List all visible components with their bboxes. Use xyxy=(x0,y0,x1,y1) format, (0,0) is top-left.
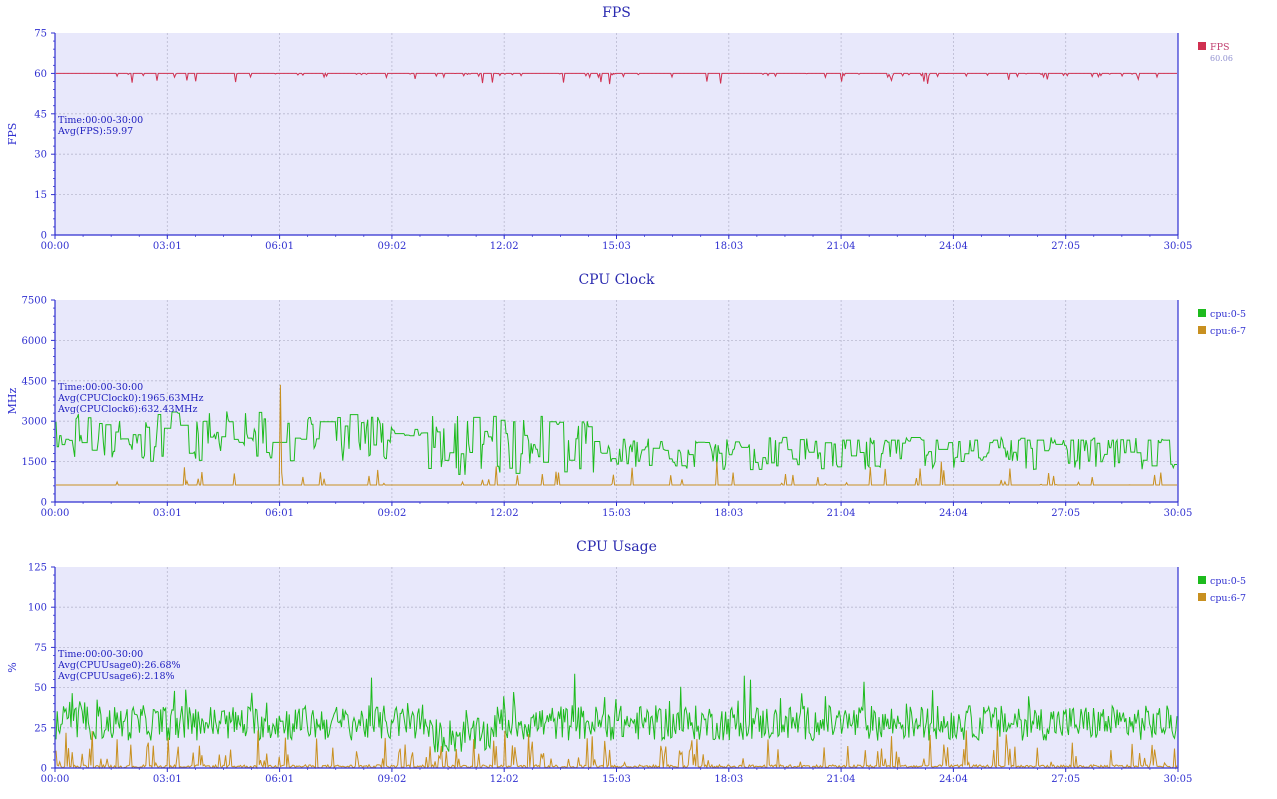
legend-label: cpu:6-7 xyxy=(1210,326,1246,337)
x-tick-label: 30:05 xyxy=(1164,241,1193,252)
legend-label: cpu:0-5 xyxy=(1210,309,1246,320)
x-tick-label: 03:01 xyxy=(153,241,182,252)
x-tick-label: 06:01 xyxy=(265,241,294,252)
x-tick-label: 15:03 xyxy=(602,774,631,785)
chart-title: CPU Usage xyxy=(576,539,657,555)
legend-swatch xyxy=(1198,309,1206,317)
legend-swatch xyxy=(1198,576,1206,584)
legend-label: cpu:0-5 xyxy=(1210,576,1246,587)
x-tick-label: 15:03 xyxy=(602,241,631,252)
chart-panel-1: CPU Clock 0 1500 3000 4500 6000 7500 00:00 03:01… xyxy=(6,272,1246,519)
x-tick-label: 27:05 xyxy=(1051,774,1080,785)
x-tick-label: 09:02 xyxy=(377,508,406,519)
y-axis-label: FPS xyxy=(6,123,19,146)
x-tick-label: 18:03 xyxy=(714,774,743,785)
x-tick-label: 15:03 xyxy=(602,508,631,519)
x-tick-label: 12:02 xyxy=(490,774,519,785)
x-tick-label: 24:04 xyxy=(939,774,968,785)
x-tick-label: 21:04 xyxy=(827,774,856,785)
stats-annotation: Avg(FPS):59.97 xyxy=(57,126,133,137)
x-tick-label: 00:00 xyxy=(41,508,70,519)
x-tick-label: 03:01 xyxy=(153,774,182,785)
y-tick-label: 60 xyxy=(34,69,47,80)
y-tick-label: 0 xyxy=(41,498,47,509)
y-tick-label: 75 xyxy=(34,643,47,654)
y-tick-label: 25 xyxy=(34,723,47,734)
x-tick-label: 27:05 xyxy=(1051,508,1080,519)
y-tick-label: 30 xyxy=(34,150,47,161)
stats-annotation: Time:00:00-30:00 xyxy=(58,382,143,393)
stats-annotation: Avg(CPUUsage6):2.18% xyxy=(57,671,175,682)
x-tick-label: 00:00 xyxy=(41,774,70,785)
stats-annotation: Avg(CPUClock6):632.43MHz xyxy=(57,404,197,415)
y-tick-label: 0 xyxy=(41,764,47,775)
y-axis-label: MHz xyxy=(6,387,19,414)
x-tick-label: 21:04 xyxy=(827,241,856,252)
x-tick-label: 24:04 xyxy=(939,241,968,252)
legend-label: cpu:6-7 xyxy=(1210,593,1246,604)
x-tick-label: 30:05 xyxy=(1164,774,1193,785)
y-tick-label: 4500 xyxy=(22,376,47,387)
stats-annotation: Time:00:00-30:00 xyxy=(58,115,143,126)
legend-swatch xyxy=(1198,42,1206,50)
y-tick-label: 6000 xyxy=(22,336,47,347)
chart-panel-2: CPU Usage 0 25 50 75 100 125 00:00 03:01 06:01 09:… xyxy=(6,539,1246,785)
series-line-0 xyxy=(55,411,1177,475)
x-tick-label: 21:04 xyxy=(827,508,856,519)
x-tick-label: 09:02 xyxy=(377,241,406,252)
stats-annotation: Avg(CPUUsage0):26.68% xyxy=(57,660,181,671)
x-tick-label: 24:04 xyxy=(939,508,968,519)
x-tick-label: 03:01 xyxy=(153,508,182,519)
y-tick-label: 7500 xyxy=(22,296,47,307)
series-line-0 xyxy=(56,71,1177,85)
x-tick-label: 06:01 xyxy=(265,774,294,785)
x-tick-label: 00:00 xyxy=(41,241,70,252)
legend-swatch xyxy=(1198,326,1206,334)
x-tick-label: 30:05 xyxy=(1164,508,1193,519)
legend-swatch xyxy=(1198,593,1206,601)
y-tick-label: 3000 xyxy=(22,417,47,428)
x-tick-label: 18:03 xyxy=(714,508,743,519)
y-tick-label: 125 xyxy=(28,563,47,574)
y-axis-label: % xyxy=(6,662,19,672)
x-tick-label: 27:05 xyxy=(1051,241,1080,252)
series-line-1 xyxy=(56,384,1177,486)
y-tick-label: 100 xyxy=(28,603,47,614)
y-tick-label: 45 xyxy=(34,109,47,120)
chart-title: FPS xyxy=(602,5,631,21)
chart-title: CPU Clock xyxy=(578,272,655,288)
series-line-0 xyxy=(55,673,1178,753)
stats-annotation: Time:00:00-30:00 xyxy=(58,649,143,660)
y-tick-label: 1500 xyxy=(22,457,47,468)
x-tick-label: 09:02 xyxy=(377,774,406,785)
y-tick-label: 0 xyxy=(41,231,47,242)
x-tick-label: 12:02 xyxy=(490,508,519,519)
legend-label: FPS xyxy=(1210,42,1230,53)
stats-annotation: Avg(CPUClock0):1965.63MHz xyxy=(57,393,204,404)
x-tick-label: 18:03 xyxy=(714,241,743,252)
x-tick-label: 06:01 xyxy=(265,508,294,519)
y-tick-label: 50 xyxy=(34,683,47,694)
legend-sublabel: 60.06 xyxy=(1210,54,1233,63)
y-tick-label: 75 xyxy=(34,29,47,40)
y-tick-label: 15 xyxy=(34,190,47,201)
x-tick-label: 12:02 xyxy=(490,241,519,252)
chart-panel-0: FPS 0 15 30 45 60 75 00:00 03:01 06:01 09:02 12:02 1… xyxy=(6,5,1233,252)
